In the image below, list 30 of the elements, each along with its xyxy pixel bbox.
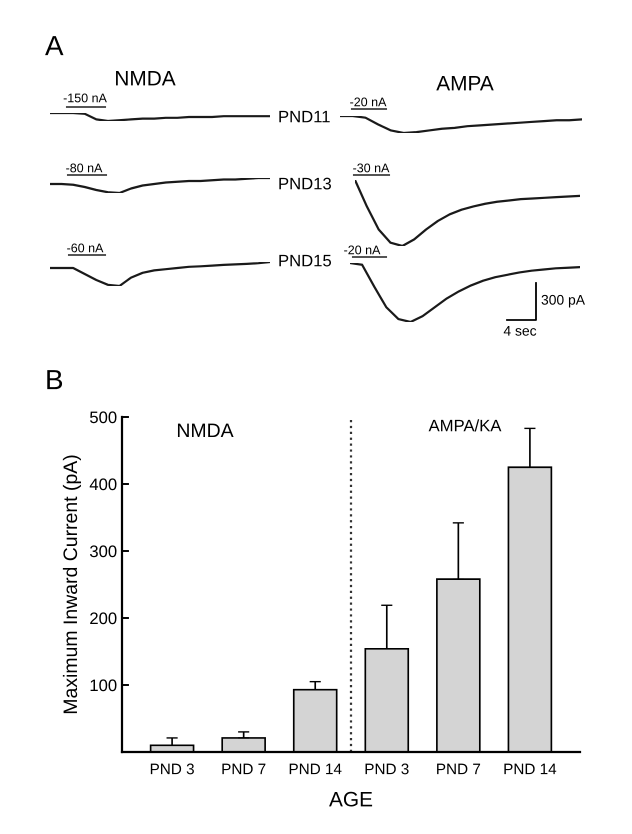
x-tick-label: PND 7 bbox=[437, 764, 480, 774]
x-tick-label: PND 7 bbox=[222, 764, 266, 774]
text: PND11 bbox=[279, 110, 330, 122]
text: -60 nA bbox=[67, 244, 104, 252]
x-tick-label: PND 3 bbox=[150, 764, 194, 774]
y-tick-label: 300 bbox=[90, 545, 116, 558]
text: B bbox=[47, 370, 62, 390]
text: A bbox=[45, 36, 64, 56]
x-tick-label: PND 14 bbox=[290, 764, 342, 774]
text: -150 nA bbox=[64, 94, 107, 102]
text: -20 nA bbox=[350, 98, 386, 106]
annotation: NMDA bbox=[178, 424, 234, 438]
x-tick-label: PND 3 bbox=[366, 764, 409, 774]
text: 4 sec bbox=[504, 326, 536, 336]
annotation: AMPA/KA bbox=[428, 419, 502, 432]
y-tick-label: 100 bbox=[90, 679, 116, 692]
y-tick-label: 400 bbox=[90, 478, 116, 490]
y-tick-label: 200 bbox=[90, 612, 116, 624]
text: PND13 bbox=[279, 178, 331, 190]
x-axis-title: AGE bbox=[329, 792, 372, 807]
text: PND15 bbox=[279, 254, 332, 266]
annotation: -20 nA bbox=[344, 246, 380, 254]
text: -30 nA bbox=[353, 164, 390, 172]
annotation: 300 pA bbox=[542, 294, 585, 308]
x-tick-label: PND 14 bbox=[504, 764, 556, 774]
text: -80 nA bbox=[66, 164, 102, 172]
y-axis-title: Maximum Inward Current (pA) bbox=[62, 456, 81, 714]
chart-title: AMPA bbox=[436, 76, 494, 90]
chart-title: NMDA bbox=[116, 71, 176, 86]
y-tick-label: 500 bbox=[90, 411, 116, 424]
